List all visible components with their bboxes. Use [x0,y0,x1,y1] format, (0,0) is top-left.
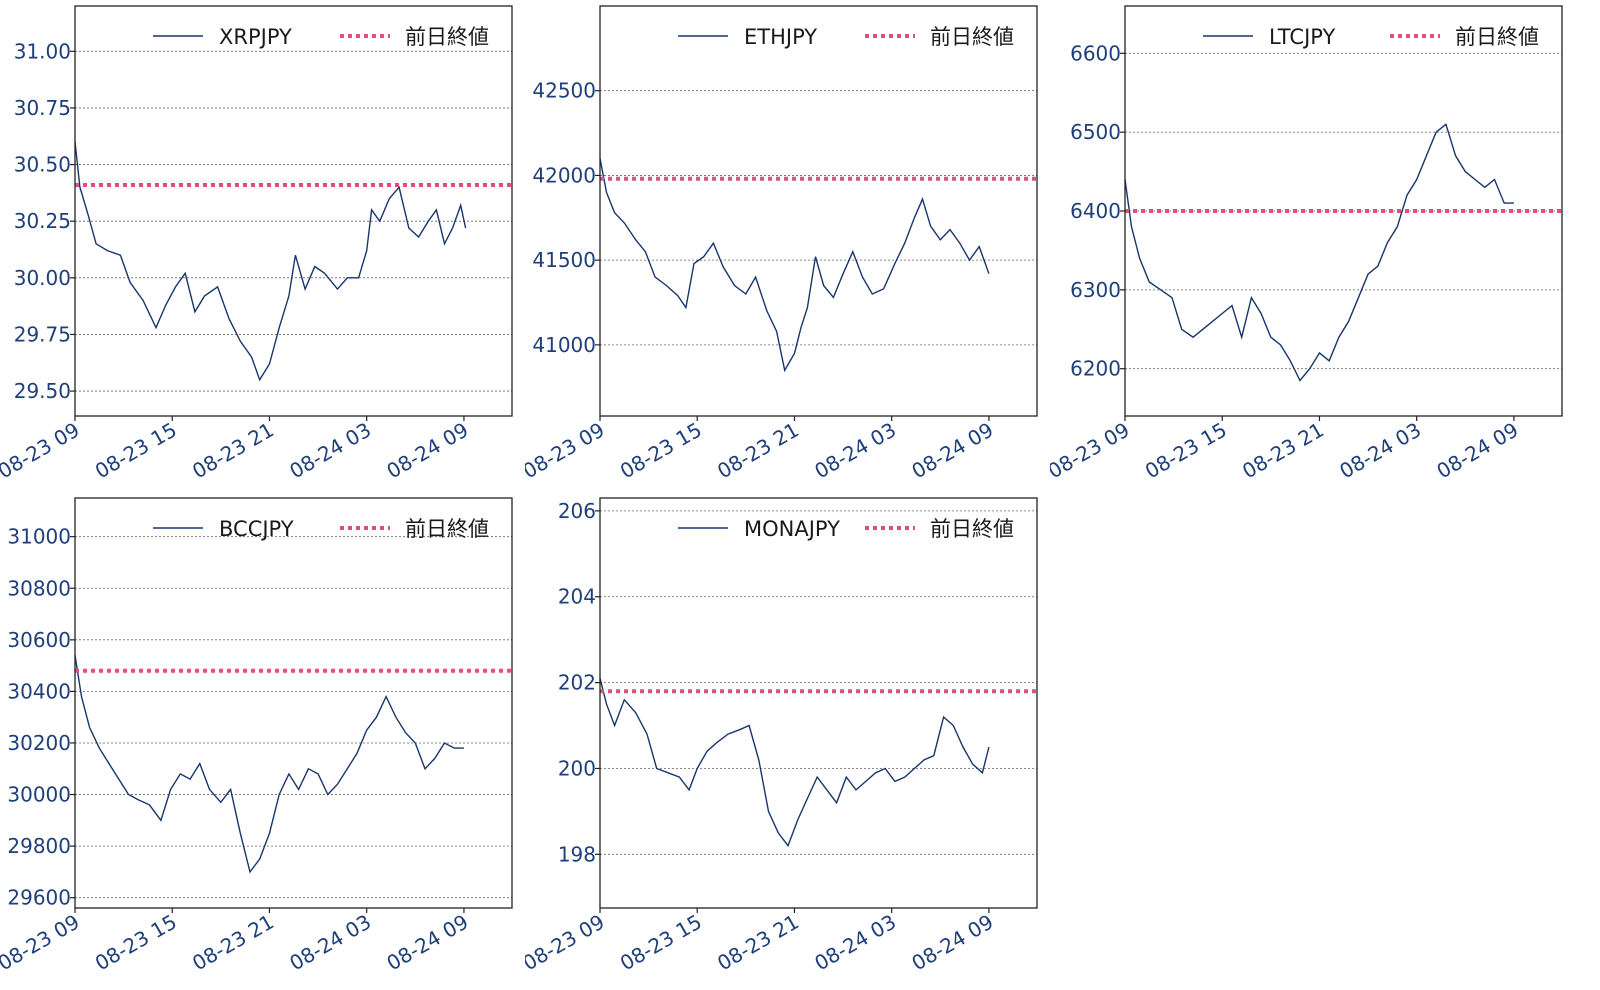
legend-label-series: ETHJPY [744,25,817,49]
y-tick-label: 29.50 [14,379,71,403]
y-tick-label: 200 [558,756,596,780]
x-tick-label: 08-23 21 [188,418,278,480]
y-tick-label: 41500 [532,248,596,272]
y-tick-label: 30.25 [14,209,71,233]
y-tick-label: 202 [558,671,596,695]
x-tick-label: 08-24 09 [1433,418,1523,480]
x-tick-label: 08-24 03 [285,910,375,976]
y-tick-label: 29.75 [14,322,71,346]
y-tick-label: 30400 [7,679,71,703]
plot-frame [599,497,1038,909]
y-tick-label: 6400 [1070,199,1121,223]
y-tick-label: 6500 [1070,120,1121,144]
plot-frame [74,5,513,417]
y-tick-label: 30000 [7,783,71,807]
x-tick-label: 08-23 21 [713,418,803,480]
x-tick-label: 08-23 09 [525,910,609,976]
y-tick-label: 30.00 [14,266,71,290]
chart-panel-bccjpy: 29600 29800 30000 30200 30400 30600 30800 31000… [0,497,513,976]
x-tick-label: 08-24 03 [1335,418,1425,480]
legend-label-series: XRPJPY [219,25,292,49]
x-tick-label: 08-23 21 [188,910,278,976]
y-tick-label: 6300 [1070,278,1121,302]
x-tick-label: 08-24 03 [810,418,900,480]
plot-frame [599,5,1038,417]
y-tick-label: 198 [558,842,596,866]
legend-label-previous-close: 前日終値 [930,25,1014,49]
y-tick-label: 29800 [7,834,71,858]
x-tick-label: 08-24 03 [285,418,375,480]
y-tick-label: 6200 [1070,357,1121,381]
x-tick-label: 08-24 09 [908,910,998,976]
x-tick-label: 08-23 09 [0,418,83,480]
x-tick-label: 08-23 09 [0,910,83,976]
x-tick-label: 08-23 15 [91,418,181,480]
price-series-line-bccjpy [74,655,464,874]
y-tick-label: 30.50 [14,153,71,177]
price-series-line-monajpy [599,678,990,848]
y-tick-label: 204 [558,585,596,609]
legend-label-series: MONAJPY [744,517,840,541]
legend-label-previous-close: 前日終値 [930,517,1014,541]
legend-label-series: LTCJPY [1269,25,1335,49]
y-tick-label: 30600 [7,628,71,652]
chart-panel-xrpjpy: 29.50 29.75 30.00 30.25 30.50 30.75 31.00 08-23… [0,5,513,480]
y-tick-label: 30.75 [14,96,71,120]
x-tick-label: 08-23 15 [1141,418,1231,480]
y-tick-label: 31.00 [14,39,71,63]
x-tick-label: 08-24 09 [908,418,998,480]
y-tick-label: 6600 [1070,41,1121,65]
y-tick-label: 41000 [532,333,596,357]
x-tick-label: 08-23 21 [713,910,803,976]
price-series-line-xrpjpy [74,141,467,382]
x-tick-label: 08-23 09 [525,418,609,480]
legend-label-previous-close: 前日終値 [405,25,489,49]
price-series-line-ltcjpy [1124,123,1514,382]
x-tick-label: 08-23 09 [1050,418,1134,480]
x-tick-label: 08-23 15 [616,910,706,976]
y-tick-label: 42500 [532,79,596,103]
x-tick-label: 08-24 09 [383,910,473,976]
legend-label-previous-close: 前日終値 [1455,25,1539,49]
x-tick-label: 08-24 09 [383,418,473,480]
y-tick-label: 206 [558,499,596,523]
legend-label-previous-close: 前日終値 [405,517,489,541]
y-tick-label: 29600 [7,886,71,910]
price-series-line-ethjpy [599,158,990,373]
x-tick-label: 08-23 21 [1238,418,1328,480]
y-tick-label: 30800 [7,576,71,600]
plot-frame [74,497,513,909]
y-tick-label: 42000 [532,163,596,187]
legend-label-series: BCCJPY [219,517,294,541]
x-tick-label: 08-23 15 [91,910,181,976]
y-tick-label: 31000 [7,525,71,549]
y-tick-label: 30200 [7,731,71,755]
x-tick-label: 08-24 03 [810,910,900,976]
x-tick-label: 08-23 15 [616,418,706,480]
